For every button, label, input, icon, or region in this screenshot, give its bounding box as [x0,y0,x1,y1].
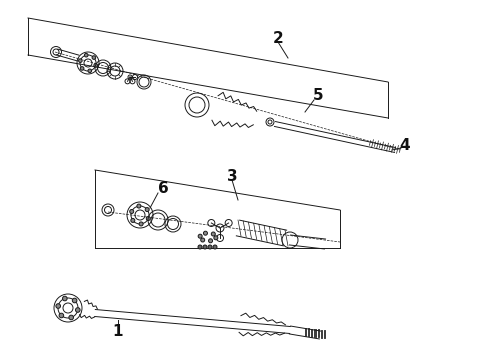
Circle shape [80,67,84,70]
Text: 6: 6 [158,180,169,195]
Circle shape [198,245,202,249]
Circle shape [213,245,217,249]
Circle shape [211,232,215,236]
Text: 4: 4 [400,138,410,153]
Circle shape [201,238,205,242]
Circle shape [78,59,82,62]
Circle shape [137,204,141,208]
Circle shape [69,315,74,320]
Text: 3: 3 [227,168,237,184]
Circle shape [130,210,134,213]
Text: 2: 2 [272,31,283,45]
Circle shape [139,222,143,226]
Circle shape [88,69,92,73]
Circle shape [94,64,98,67]
Circle shape [198,234,202,238]
Circle shape [147,216,150,221]
Circle shape [203,231,207,235]
Circle shape [214,236,218,240]
Circle shape [145,208,149,212]
Circle shape [56,304,60,308]
Circle shape [209,239,213,243]
Circle shape [59,313,64,318]
Circle shape [203,245,207,249]
Circle shape [75,308,80,312]
Circle shape [73,298,77,303]
Text: 1: 1 [113,324,123,339]
Circle shape [131,219,135,222]
Circle shape [92,56,96,59]
Text: 5: 5 [313,87,323,103]
Circle shape [208,245,212,249]
Circle shape [84,53,88,57]
Circle shape [63,296,67,301]
